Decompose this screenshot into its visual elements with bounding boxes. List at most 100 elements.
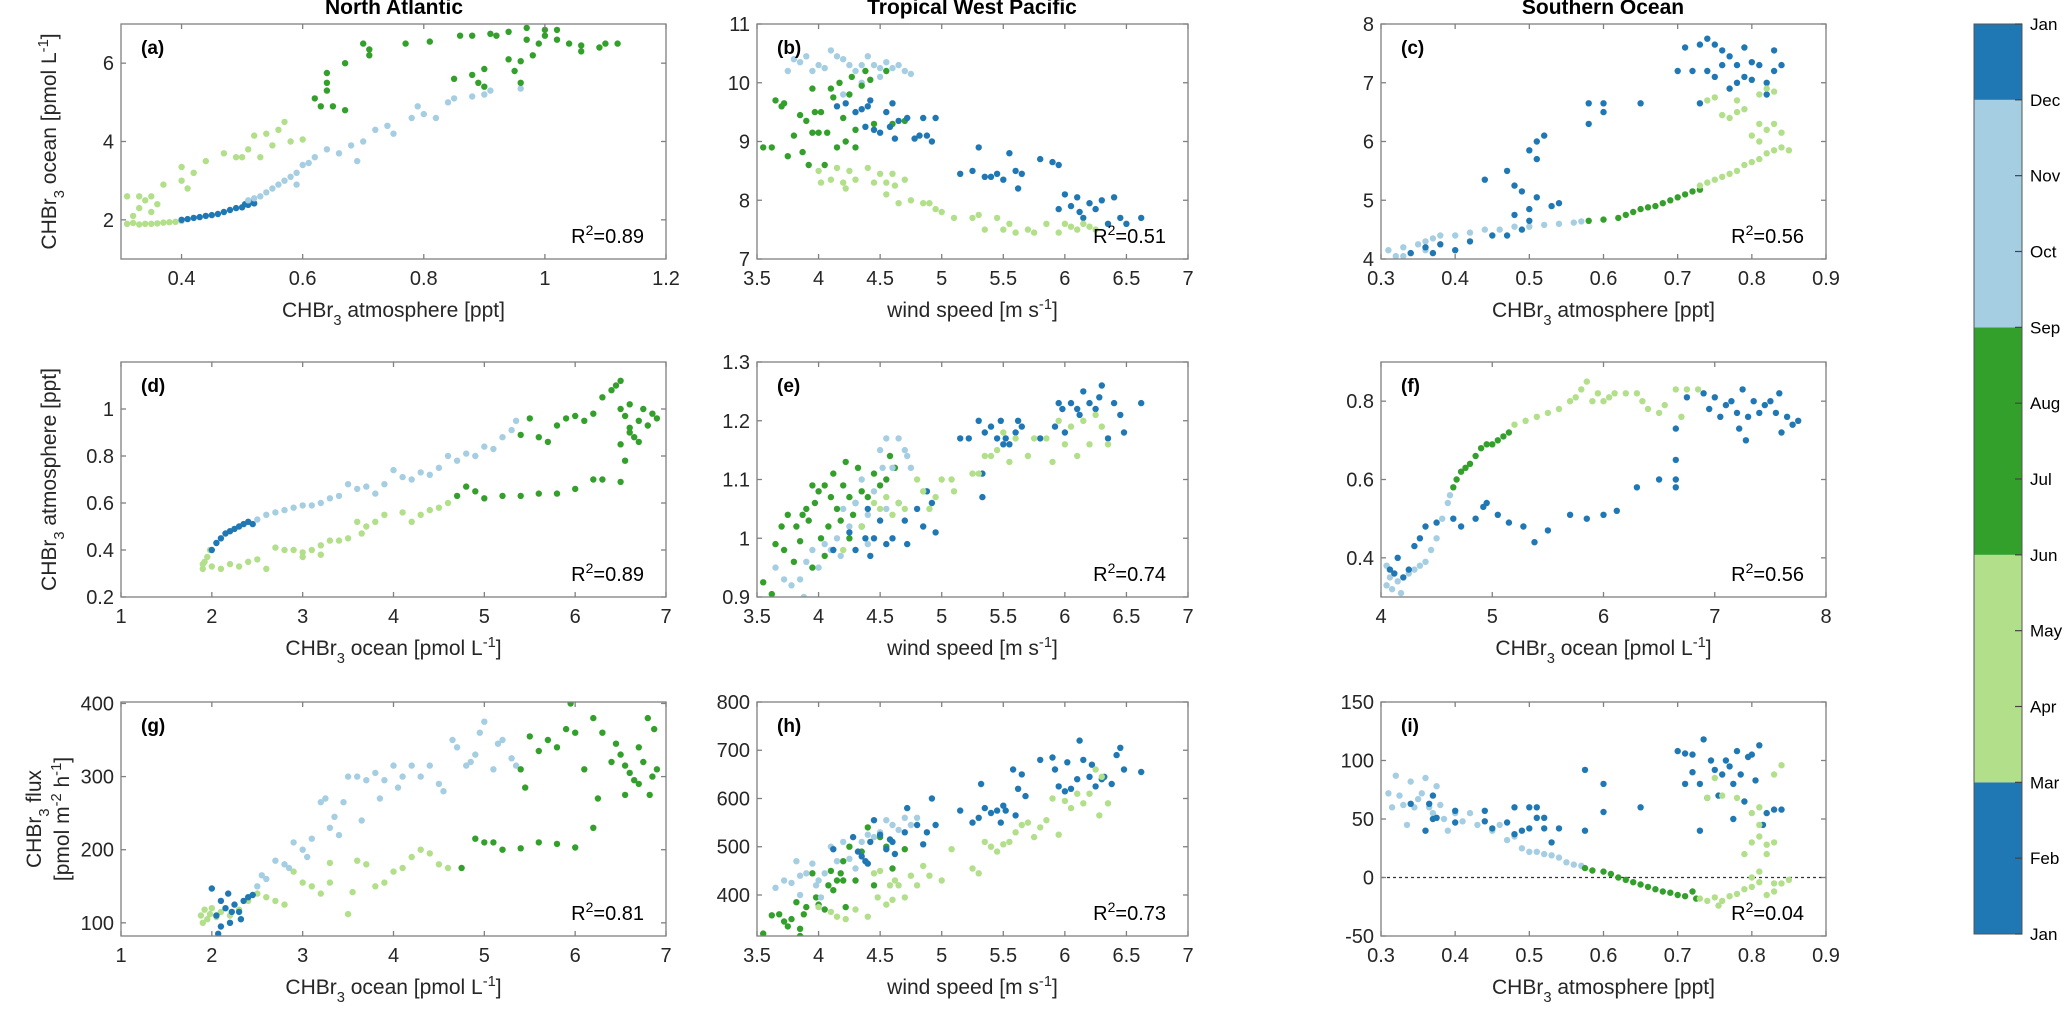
data-point [772, 564, 779, 571]
data-point [1076, 737, 1083, 744]
x-tick-label: 0.3 [1367, 268, 1395, 290]
data-point [553, 36, 561, 43]
data-point [889, 838, 896, 846]
data-point [1548, 852, 1555, 859]
data-point [354, 518, 361, 525]
data-point [602, 40, 609, 47]
scatter-points [760, 47, 1145, 236]
data-point [1037, 155, 1044, 163]
data-point [1496, 226, 1503, 233]
data-point [800, 911, 807, 918]
data-point [1055, 783, 1062, 790]
data-point [1522, 417, 1529, 424]
data-point [858, 488, 865, 495]
data-point [788, 879, 795, 887]
data-point [1541, 221, 1548, 229]
data-point [1533, 138, 1541, 145]
data-point [1778, 429, 1785, 436]
colorbar-tick-label: Jun [2030, 546, 2057, 565]
data-point [975, 470, 982, 477]
data-point [842, 185, 849, 192]
data-point [360, 138, 367, 145]
data-point [889, 821, 896, 829]
data-point [891, 877, 899, 884]
data-point [1030, 833, 1038, 841]
data-point [1503, 232, 1511, 239]
data-point [833, 505, 841, 513]
data-point [840, 179, 847, 186]
data-point [272, 857, 279, 864]
data-point [886, 123, 894, 130]
data-point [830, 94, 837, 101]
scatter-points [199, 377, 661, 572]
data-point [842, 903, 849, 911]
data-point [1466, 238, 1474, 245]
data-point [1481, 807, 1489, 814]
r-squared-annotation: R2=0.56 [1731, 560, 1804, 586]
y-tick-label: 8 [1363, 14, 1374, 36]
data-point [1733, 890, 1741, 898]
data-point [1533, 814, 1541, 821]
data-point [517, 845, 524, 852]
r-squared-annotation: R2=0.51 [1093, 222, 1166, 248]
data-point [846, 167, 853, 175]
data-point [870, 817, 878, 824]
data-point [1061, 220, 1069, 227]
data-point [1637, 100, 1644, 107]
data-point [331, 813, 338, 820]
data-point [136, 221, 143, 228]
data-point [913, 814, 921, 821]
panels-grid: 0.4 0.6 0.8 1 1.2 2 4 6 (a) R2=0.89 CHBr3 atmosphe… [23, 14, 1840, 1006]
data-point [913, 821, 921, 829]
data-point [245, 558, 252, 565]
data-point [886, 452, 894, 460]
data-point [217, 923, 225, 930]
data-point [1613, 507, 1621, 514]
data-point [975, 814, 982, 821]
data-point [1096, 394, 1103, 401]
data-point [827, 867, 835, 875]
data-point [376, 795, 384, 802]
data-point [1719, 173, 1726, 180]
data-point [1049, 754, 1056, 761]
data-point [476, 729, 483, 736]
data-point [852, 67, 859, 75]
data-point [354, 857, 361, 864]
data-point [772, 884, 779, 891]
data-point [1689, 67, 1696, 75]
data-point [874, 894, 881, 901]
data-point [1711, 766, 1719, 774]
data-point [1055, 399, 1062, 407]
data-point [1633, 390, 1641, 397]
data-point [1622, 876, 1630, 883]
scatter-points [1385, 736, 1793, 909]
data-point [923, 132, 931, 139]
data-point [870, 499, 878, 507]
data-point [772, 540, 779, 548]
series-spring [815, 164, 1099, 236]
data-point [1000, 226, 1007, 233]
data-point [916, 132, 923, 139]
data-point [281, 861, 288, 868]
data-point [969, 865, 976, 872]
data-point [840, 877, 847, 884]
data-point [1452, 819, 1459, 826]
data-point [864, 103, 871, 110]
data-point [867, 76, 874, 84]
data-point [254, 556, 261, 563]
data-point [1067, 804, 1075, 812]
data-point [308, 546, 315, 554]
data-point [846, 91, 853, 98]
data-point [821, 552, 828, 560]
data-point [969, 167, 976, 175]
data-point [987, 809, 995, 817]
axes-frame [756, 701, 1189, 937]
data-point [201, 906, 208, 913]
data-point [901, 846, 908, 853]
data-point [1696, 182, 1704, 189]
x-tick-label: 6 [1059, 268, 1070, 290]
data-point [817, 179, 825, 186]
data-point [535, 434, 542, 441]
data-point [1674, 67, 1681, 75]
data-point [1422, 238, 1429, 245]
